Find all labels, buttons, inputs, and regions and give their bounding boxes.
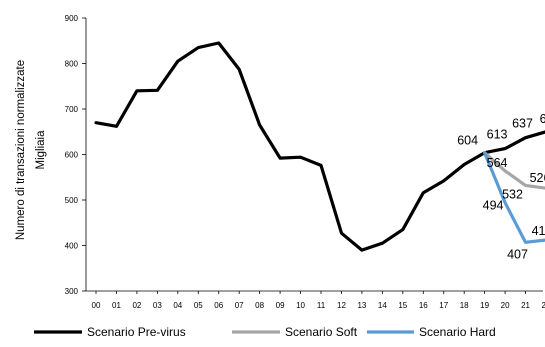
- y-tick-label: 400: [65, 242, 79, 251]
- x-tick-label: 12: [337, 301, 346, 310]
- x-tick-label: 11: [317, 301, 326, 310]
- axes: 300 400 500 600 700 800 900 00 01 02 03 04 05 06 07 08 0…: [65, 14, 545, 310]
- data-label: 564: [487, 156, 508, 170]
- legend-label: Scenario Soft: [285, 325, 358, 339]
- y-tick-label: 900: [65, 14, 79, 23]
- data-label: 412: [532, 224, 545, 238]
- x-tick-label: 08: [255, 301, 264, 310]
- x-tick-label: 15: [398, 301, 407, 310]
- series-line-scenario-pre-virus: [94, 41, 545, 252]
- data-label: 604: [457, 134, 478, 148]
- data-labels: 604 613 637 650 564 532 526 494 407 412: [457, 112, 545, 262]
- legend-item: Scenario Pre-virus: [34, 325, 186, 339]
- x-tick-label: 07: [235, 301, 244, 310]
- series-line-scenario-soft: [483, 151, 545, 190]
- legend-item: Scenario Soft: [232, 325, 358, 339]
- legend-label: Scenario Hard: [419, 325, 496, 339]
- y-tick-label: 600: [65, 151, 79, 160]
- x-tick-label: 16: [419, 301, 428, 310]
- x-tick-label: 05: [194, 301, 203, 310]
- y-tick-label: 700: [65, 105, 79, 114]
- x-tick-label: 20: [501, 301, 510, 310]
- y-tick-label: 500: [65, 196, 79, 205]
- data-label: 637: [512, 117, 533, 131]
- data-label: 650: [540, 112, 545, 126]
- x-tick-label: 01: [112, 301, 121, 310]
- data-label: 613: [487, 128, 508, 142]
- series-line-scenario-hard: [483, 151, 545, 244]
- data-label: 494: [483, 199, 504, 213]
- x-tick-label: 22: [542, 301, 545, 310]
- x-tick-label: 21: [521, 301, 530, 310]
- x-tick-label: 00: [92, 301, 101, 310]
- x-tick-label: 06: [214, 301, 223, 310]
- data-label: 526: [530, 171, 545, 185]
- x-tick-label: 17: [439, 301, 448, 310]
- y-tick-label: 300: [65, 287, 79, 296]
- x-tick-label: 18: [460, 301, 469, 310]
- data-label: 532: [502, 187, 523, 201]
- y-axis-unit: Migliaia: [35, 130, 47, 170]
- x-tick-label: 13: [357, 301, 366, 310]
- series-lines: [94, 41, 545, 252]
- data-label: 407: [507, 247, 528, 261]
- y-tick-label: 800: [65, 60, 79, 69]
- legend-label: Scenario Pre-virus: [87, 325, 186, 339]
- x-tick-label: 10: [296, 301, 305, 310]
- x-tick-label: 04: [173, 301, 182, 310]
- x-tick-label: 02: [132, 301, 141, 310]
- x-tick-label: 19: [480, 301, 489, 310]
- x-tick-label: 03: [153, 301, 162, 310]
- legend-item: Scenario Hard: [367, 325, 496, 339]
- x-tick-label: 14: [378, 301, 387, 310]
- y-axis-title: Numero di transazioni normalizzate: [15, 60, 27, 240]
- x-tick-label: 09: [276, 301, 285, 310]
- legend: Scenario Pre-virus Scenario Soft Scenario …: [34, 325, 496, 339]
